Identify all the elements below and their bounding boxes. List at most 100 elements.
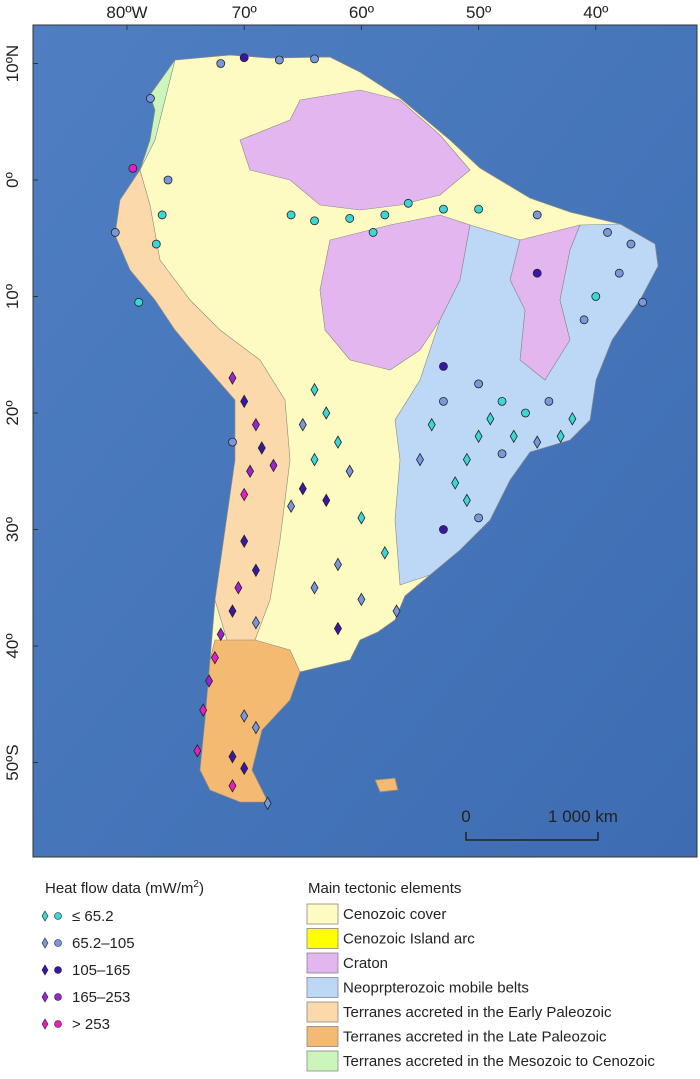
title-end: ) bbox=[199, 880, 204, 897]
heat-flow-point bbox=[532, 268, 542, 278]
heat-flow-point bbox=[246, 464, 255, 479]
heat-flow-point bbox=[333, 557, 342, 572]
tectonic-title: Main tectonic elements bbox=[308, 880, 461, 897]
heat-flow-point bbox=[146, 94, 155, 103]
heat-flow-point bbox=[451, 476, 460, 490]
mesozoic-cenozoic bbox=[139, 59, 176, 171]
heat-flow-point bbox=[380, 546, 389, 560]
legend-label: Craton bbox=[343, 955, 388, 972]
lat-tick-label: 50ºS bbox=[3, 744, 22, 780]
legend-circle bbox=[54, 912, 62, 920]
heat-flow-point bbox=[533, 435, 542, 449]
heat-flow-point bbox=[298, 481, 307, 496]
heat-flow-point bbox=[274, 55, 284, 65]
heat-flow-point bbox=[638, 297, 648, 307]
heat-flow-point bbox=[486, 412, 495, 426]
heat-flow-point bbox=[310, 382, 319, 397]
legend-label: Terranes accreted in the Mesozoic to Cen… bbox=[343, 1053, 655, 1070]
legend-swatch bbox=[306, 1050, 339, 1072]
title-sup: 2 bbox=[193, 879, 199, 890]
craton-guiana bbox=[239, 89, 471, 211]
lat-tick-label: 20º bbox=[3, 400, 22, 425]
scale-bar: 0 1 000 km bbox=[461, 807, 618, 841]
heat-flow-point bbox=[591, 292, 601, 301]
heat-flow-point bbox=[322, 493, 331, 508]
heat-flow-point bbox=[310, 580, 319, 595]
legend-swatch bbox=[306, 952, 339, 974]
lon-tick-label: 80ºW bbox=[106, 3, 147, 22]
heat-flow-point bbox=[416, 452, 424, 467]
legend-label: Cenozoic Island arc bbox=[343, 931, 475, 948]
lat-tick-label: 40º bbox=[3, 633, 22, 658]
falklands bbox=[374, 777, 399, 793]
scale-start: 0 bbox=[461, 807, 470, 826]
legend-swatch bbox=[306, 977, 339, 998]
heat-flow-point bbox=[462, 452, 471, 467]
heat-flow-point bbox=[333, 435, 342, 449]
heat-flow-point bbox=[497, 396, 507, 406]
heat-flow-point bbox=[474, 379, 484, 389]
heat-flow-point bbox=[380, 210, 390, 220]
heat-flow-point bbox=[228, 779, 237, 793]
heat-flow-point bbox=[345, 214, 355, 223]
map bbox=[32, 24, 698, 858]
legend-label: > 253 bbox=[72, 1016, 110, 1033]
lon-tick-label: 70º bbox=[232, 3, 257, 22]
heat-flow-point bbox=[439, 525, 448, 534]
heat-flow-point bbox=[532, 210, 542, 220]
heat-flow-point bbox=[234, 580, 243, 595]
heat-flow-point bbox=[392, 604, 401, 618]
heat-flow-point bbox=[521, 408, 530, 418]
heat-flow-point bbox=[298, 417, 307, 432]
heat-flow-point bbox=[251, 417, 260, 432]
late-paleozoic bbox=[199, 639, 301, 803]
legend-circle bbox=[54, 1020, 62, 1028]
heat-flow-point bbox=[322, 406, 331, 420]
heat-flow-point bbox=[163, 175, 173, 185]
heat-flow-point bbox=[287, 499, 296, 513]
legend-label: Terranes accreted in the Early Paleozoic bbox=[343, 1004, 612, 1021]
legend-label: 165–253 bbox=[72, 989, 130, 1006]
lon-tick-label: 60º bbox=[349, 3, 374, 22]
legend-circle bbox=[54, 966, 62, 974]
heat-flow-point bbox=[251, 563, 260, 578]
heat-flow-point bbox=[357, 592, 366, 607]
lat-tick-label: 10ºN bbox=[3, 45, 22, 82]
heat-flow-point bbox=[474, 429, 483, 444]
heat-flow-point bbox=[199, 703, 208, 717]
heat-flow-point bbox=[286, 210, 296, 220]
heat-flow-point bbox=[474, 204, 484, 214]
heat-flow-point bbox=[228, 604, 237, 618]
legend-circle bbox=[54, 939, 62, 947]
lat-tick-label: 30º bbox=[3, 517, 22, 542]
heat-flow-point bbox=[544, 396, 554, 406]
heat-flow-point bbox=[216, 59, 226, 68]
heat-flow-point bbox=[333, 621, 342, 636]
legend-diamond bbox=[41, 910, 49, 922]
legend-label: Neoprpterozoic mobile belts bbox=[343, 980, 529, 997]
heat-flow-point bbox=[228, 437, 237, 447]
craton-amazon bbox=[319, 214, 471, 371]
heat-flow-point bbox=[128, 163, 138, 173]
heat-flow-point bbox=[269, 458, 278, 473]
legend-swatch bbox=[306, 928, 339, 949]
heat-flow-point bbox=[310, 54, 319, 64]
heat-flow-point bbox=[439, 396, 448, 406]
heat-flow-point bbox=[357, 511, 366, 525]
scale-end: 1 000 km bbox=[548, 807, 618, 826]
heat-flow-point bbox=[251, 615, 260, 630]
heat-flow-point bbox=[474, 513, 484, 523]
heat-flow-point bbox=[556, 429, 565, 444]
lat-tick-label: 0º bbox=[3, 172, 22, 188]
heat-flow-point bbox=[345, 464, 354, 479]
legend-diamond bbox=[41, 991, 49, 1003]
heat-flow-point bbox=[240, 761, 249, 776]
heat-flow-point bbox=[462, 493, 471, 508]
heat-flow-point bbox=[439, 204, 448, 214]
heat-flow-point bbox=[403, 198, 413, 208]
lon-tick-label: 50º bbox=[466, 3, 491, 22]
heat-flow-point bbox=[239, 53, 249, 63]
heat-flow-point bbox=[193, 744, 202, 758]
